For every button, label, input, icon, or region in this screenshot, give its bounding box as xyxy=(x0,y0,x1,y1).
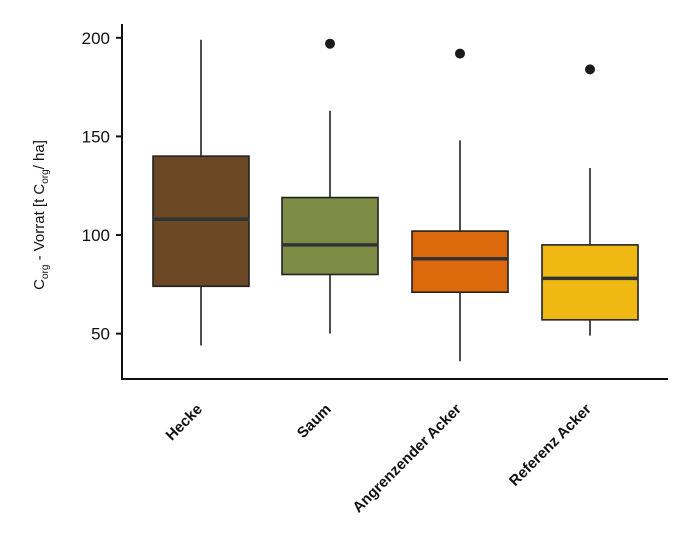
box-angrenzender-acker xyxy=(411,230,509,294)
x-category-label-saum: Saum xyxy=(294,401,335,442)
x-category-label-hecke: Hecke xyxy=(163,401,206,444)
box-saum xyxy=(281,196,379,276)
box-referenz-acker xyxy=(541,244,639,321)
y-axis-title-part-2: - Vorrat [t C xyxy=(31,184,48,265)
y-axis-title: Corg - Vorrat [t Corg/ ha] xyxy=(31,140,51,290)
y-tick-label-50: 50 xyxy=(91,325,110,344)
outlier-saum-0 xyxy=(325,38,335,49)
x-category-label-referenz-acker: Referenz Acker xyxy=(506,401,595,490)
y-tick-label-200: 200 xyxy=(82,29,110,48)
outlier-angrenzender-acker-0 xyxy=(455,48,465,59)
y-axis-title-subscript-1: org xyxy=(40,265,51,279)
x-category-label-angrenzender-acker: Angrenzender Acker xyxy=(349,401,464,516)
y-axis-title-part-1: C xyxy=(31,279,48,290)
plot-area: 50 100 150 200 Hecke Saum Angrenzender Acker Re… xyxy=(82,24,668,516)
y-tick-label-100: 100 xyxy=(82,226,110,245)
outlier-referenz-acker-0 xyxy=(585,64,595,75)
y-axis-title-subscript-2: org xyxy=(40,169,51,183)
y-tick-label-150: 150 xyxy=(82,127,110,146)
y-axis-title-part-3: / ha] xyxy=(31,140,48,169)
box-hecke xyxy=(152,155,250,288)
